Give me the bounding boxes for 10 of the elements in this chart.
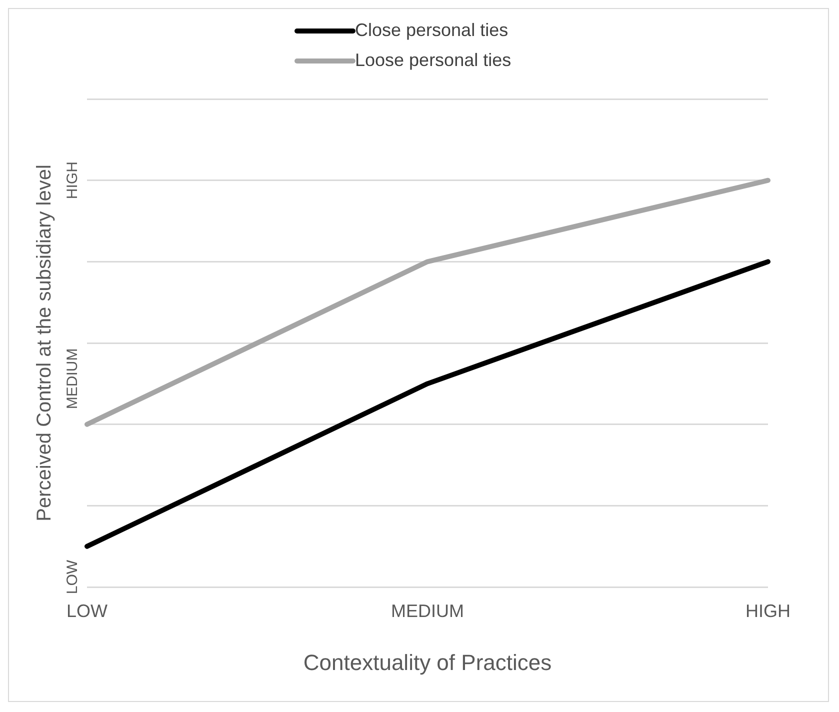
text: LOW <box>64 559 82 594</box>
text: MEDIUM <box>64 348 82 410</box>
y-axis-title: Perceived Control at the subsidiary level <box>34 164 56 522</box>
x-tick-label: MEDIUM <box>391 600 464 621</box>
legend-label: Loose personal ties <box>355 50 512 70</box>
x-tick-label: HIGH <box>746 600 790 621</box>
x-axis-title: Contextuality of Practices <box>303 650 552 675</box>
x-tick-label: LOW <box>66 600 108 621</box>
text: HIGH <box>64 162 82 200</box>
legend-label: Close personal ties <box>355 20 508 40</box>
